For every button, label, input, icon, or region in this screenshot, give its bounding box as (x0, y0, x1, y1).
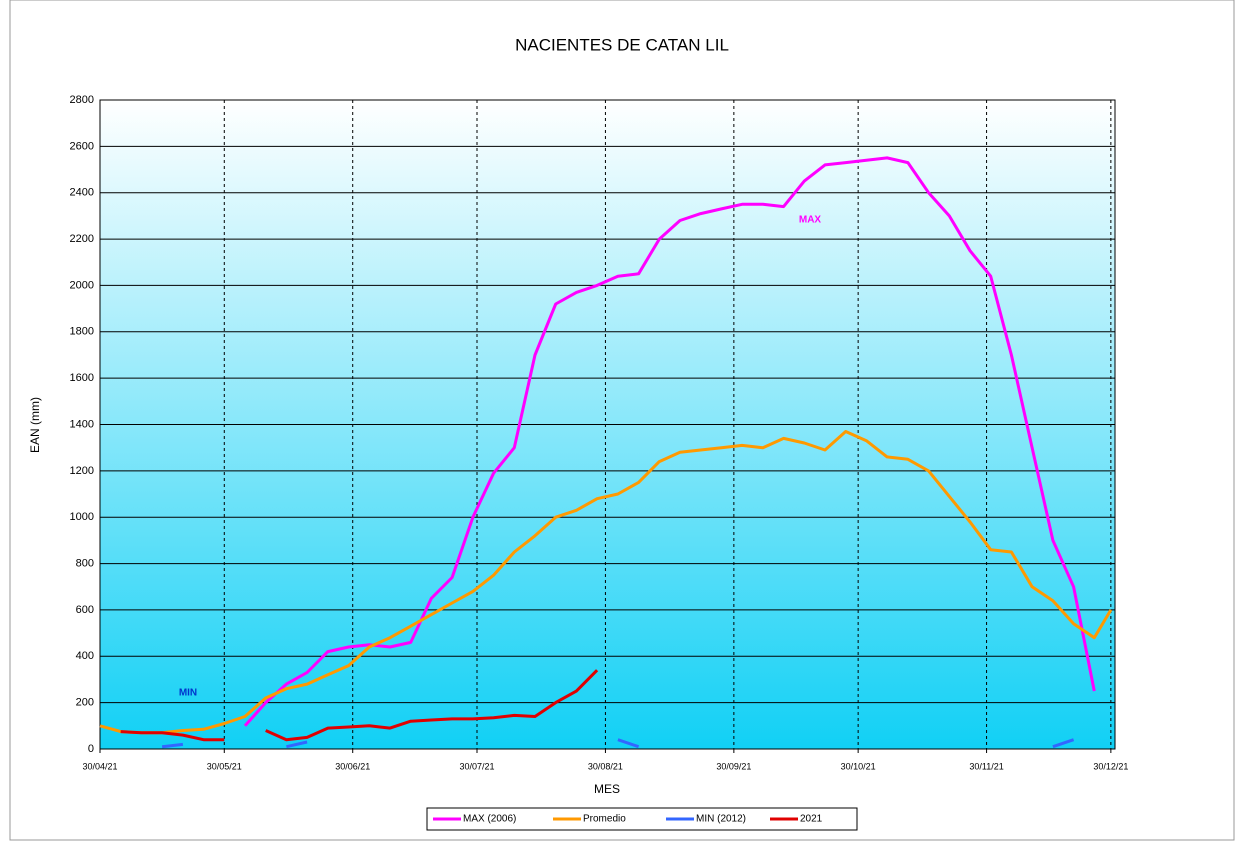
legend-label: Promedio (583, 814, 626, 825)
series-line (243, 156, 1096, 727)
chart-title: NACIENTES DE CATAN LIL (515, 35, 729, 54)
y-tick-label: 2000 (70, 279, 94, 291)
y-axis-label: EAN (mm) (28, 397, 42, 453)
y-tick-label: 800 (76, 557, 94, 569)
y-tick-label: 2400 (70, 187, 94, 199)
y-tick-label: 2200 (70, 233, 94, 245)
x-tick-label: 30/05/21 (207, 761, 242, 771)
y-tick-label: 1200 (70, 465, 94, 477)
legend-label: MIN (2012) (696, 814, 746, 825)
legend (426, 807, 858, 831)
y-tick-label: 400 (76, 650, 94, 662)
x-tick-label: 30/11/21 (969, 761, 1003, 771)
legend-label: MAX (2006) (463, 814, 516, 825)
y-tick-label: 200 (76, 697, 94, 709)
y-tick-label: 2800 (70, 94, 94, 106)
y-tick-label: 1000 (70, 511, 94, 523)
series-line (99, 430, 1113, 735)
y-tick-label: 1400 (70, 418, 94, 430)
annotation: MAX (799, 215, 822, 226)
series-line (120, 669, 599, 742)
x-tick-label: 30/12/21 (1093, 761, 1128, 771)
series-line (161, 738, 1075, 749)
y-tick-label: 1600 (70, 372, 94, 384)
y-tick-label: 0 (88, 743, 94, 755)
x-tick-label: 30/06/21 (335, 761, 370, 771)
x-tick-label: 30/08/21 (588, 761, 623, 771)
y-tick-label: 2600 (70, 140, 94, 152)
legend-label: 2021 (800, 814, 823, 825)
annotation: MIN (179, 688, 197, 699)
x-tick-label: 30/07/21 (459, 761, 494, 771)
y-tick-label: 1800 (70, 326, 94, 338)
x-axis-label: MES (594, 782, 620, 796)
x-tick-label: 30/10/21 (841, 761, 876, 771)
x-tick-label: 30/09/21 (716, 761, 751, 771)
x-tick-label: 30/04/21 (82, 761, 117, 771)
y-tick-label: 600 (76, 604, 94, 616)
